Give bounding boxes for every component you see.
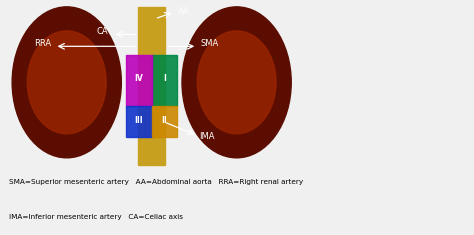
Ellipse shape: [197, 31, 276, 134]
Text: III: III: [134, 116, 143, 125]
Ellipse shape: [27, 31, 106, 134]
Text: AA: AA: [177, 7, 189, 16]
Ellipse shape: [182, 7, 291, 158]
Text: CA: CA: [97, 27, 109, 36]
Bar: [152, 55, 177, 106]
Text: IV: IV: [134, 74, 143, 83]
Bar: [126, 106, 152, 137]
Bar: [138, 7, 165, 165]
Ellipse shape: [12, 7, 121, 158]
Text: IMA=Inferior mesenteric artery   CA=Celiac axis: IMA=Inferior mesenteric artery CA=Celiac…: [9, 214, 183, 220]
Text: IMA: IMA: [200, 132, 215, 141]
Text: II: II: [162, 116, 167, 125]
Text: SMA: SMA: [200, 39, 219, 48]
Bar: [126, 55, 152, 106]
Bar: [152, 106, 177, 137]
Text: I: I: [163, 74, 166, 83]
Text: RRA: RRA: [34, 39, 51, 48]
Text: SMA=Superior mesenteric artery   AA=Abdominal aorta   RRA=Right renal artery: SMA=Superior mesenteric artery AA=Abdomi…: [9, 179, 304, 185]
